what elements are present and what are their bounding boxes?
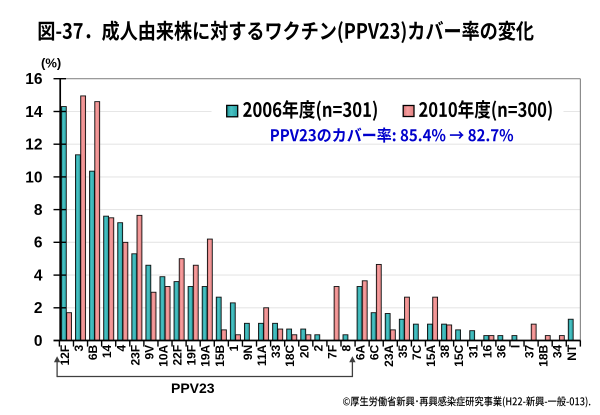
svg-text:10A: 10A (157, 344, 171, 366)
svg-text:I: I (509, 345, 523, 348)
svg-text:23F: 23F (128, 345, 142, 366)
svg-text:(%): (%) (41, 56, 61, 71)
svg-text:34: 34 (551, 344, 565, 358)
svg-text:7C: 7C (410, 344, 424, 360)
svg-text:14: 14 (25, 104, 43, 121)
svg-text:35: 35 (396, 344, 410, 358)
svg-text:6A: 6A (354, 344, 368, 360)
svg-text:PPV23: PPV23 (171, 380, 215, 396)
svg-text:31: 31 (466, 344, 480, 358)
svg-text:15C: 15C (452, 344, 466, 366)
svg-text:9N: 9N (241, 345, 255, 360)
svg-text:38: 38 (438, 344, 452, 358)
svg-text:16: 16 (480, 344, 494, 358)
svg-text:8: 8 (340, 344, 354, 351)
svg-text:14: 14 (100, 344, 114, 358)
svg-text:18B: 18B (537, 344, 551, 366)
svg-text:0: 0 (34, 333, 43, 350)
svg-text:12: 12 (25, 137, 42, 154)
svg-text:36: 36 (494, 344, 508, 358)
svg-text:37: 37 (523, 344, 537, 358)
svg-text:15A: 15A (424, 344, 438, 366)
svg-text:22F: 22F (171, 345, 185, 366)
svg-text:23A: 23A (382, 344, 396, 366)
svg-text:15B: 15B (213, 344, 227, 366)
svg-text:19F: 19F (185, 345, 199, 366)
svg-text:19A: 19A (199, 344, 213, 366)
svg-text:18C: 18C (283, 344, 297, 366)
svg-text:20: 20 (297, 344, 311, 358)
svg-text:6C: 6C (368, 344, 382, 360)
svg-text:6: 6 (34, 235, 43, 252)
svg-text:12F: 12F (58, 345, 72, 366)
svg-text:1: 1 (227, 344, 241, 351)
svg-text:10: 10 (25, 169, 42, 186)
svg-text:16: 16 (25, 71, 43, 88)
svg-text:8: 8 (34, 202, 43, 219)
svg-text:2: 2 (34, 300, 43, 317)
svg-text:NT: NT (565, 344, 579, 361)
svg-text:4: 4 (114, 344, 128, 351)
svg-text:4: 4 (34, 268, 43, 285)
svg-text:6B: 6B (86, 344, 100, 360)
svg-text:3: 3 (72, 344, 86, 351)
svg-text:11A: 11A (255, 344, 269, 366)
svg-text:9V: 9V (142, 345, 156, 360)
svg-text:7F: 7F (325, 345, 339, 359)
svg-text:2: 2 (311, 344, 325, 351)
svg-text:33: 33 (269, 344, 283, 358)
